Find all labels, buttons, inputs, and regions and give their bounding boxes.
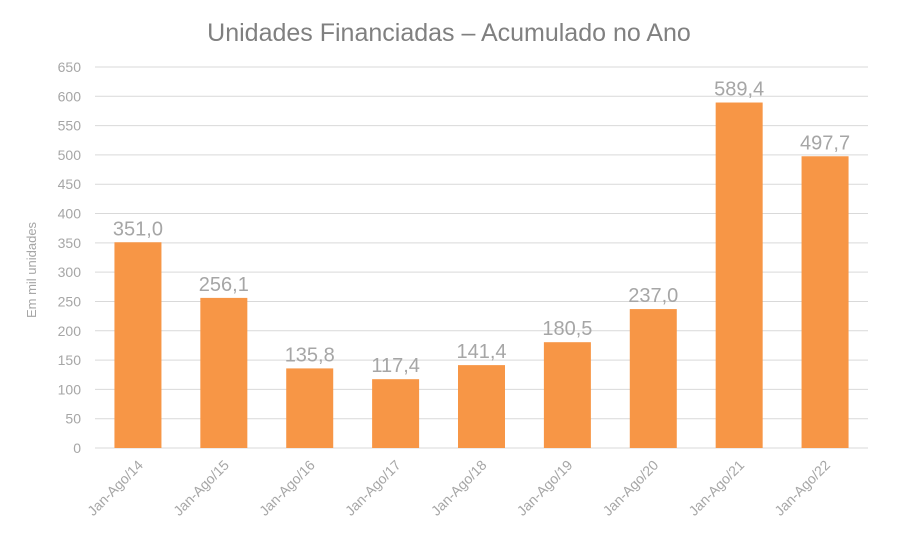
x-tick-label: Jan-Ago/17	[342, 457, 404, 519]
x-tick-label: Jan-Ago/14	[84, 457, 146, 519]
bar	[200, 297, 248, 448]
bar	[715, 102, 763, 448]
data-label: 135,8	[285, 344, 335, 366]
chart-title: Unidades Financiadas – Acumulado no Ano	[207, 19, 691, 47]
x-axis-ticks: Jan-Ago/14 Jan-Ago/15 Jan-Ago/16 Jan-Ago/17…	[84, 457, 833, 519]
data-label: 589,4	[714, 79, 764, 101]
y-tick-label: 300	[58, 264, 82, 280]
y-tick-label: 550	[58, 118, 82, 134]
y-tick-label: 0	[73, 440, 81, 456]
y-tick-label: 200	[58, 323, 82, 339]
bar	[629, 309, 677, 448]
data-label: 141,4	[456, 341, 506, 363]
bar	[543, 342, 591, 448]
x-tick-label: Jan-Ago/22	[771, 457, 833, 519]
data-label: 351,0	[113, 218, 163, 240]
data-label: 180,5	[542, 318, 592, 340]
bar	[114, 242, 162, 448]
x-tick-label: Jan-Ago/15	[170, 457, 232, 519]
y-tick-label: 450	[58, 176, 82, 192]
y-tick-label: 600	[58, 88, 82, 104]
data-label: 497,7	[800, 132, 850, 154]
y-tick-label: 500	[58, 147, 82, 163]
data-label: 256,1	[199, 274, 249, 296]
x-tick-label: Jan-Ago/21	[685, 457, 747, 519]
data-labels: 351,0 256,1 135,8 117,4 141,4 180,5 237,0 589,4…	[113, 79, 850, 378]
x-tick-label: Jan-Ago/16	[256, 457, 318, 519]
bar	[286, 368, 334, 448]
bar	[801, 156, 849, 448]
x-tick-label: Jan-Ago/19	[514, 457, 576, 519]
y-tick-label: 50	[65, 411, 81, 427]
y-tick-label: 400	[58, 206, 82, 222]
data-label: 117,4	[371, 355, 420, 377]
x-tick-label: Jan-Ago/20	[599, 457, 661, 519]
y-tick-label: 650	[58, 59, 82, 75]
bar	[458, 365, 505, 448]
y-axis-title: Em mil unidades	[24, 221, 39, 318]
y-tick-label: 350	[58, 235, 82, 251]
data-label: 237,0	[628, 285, 678, 307]
y-tick-label: 100	[58, 381, 82, 397]
y-axis-ticks: 0 50 100 150 200 250 300 350 400 450 500 550 600 650	[58, 59, 82, 456]
y-tick-label: 150	[58, 352, 82, 368]
x-tick-label: Jan-Ago/18	[428, 457, 490, 519]
y-tick-label: 250	[58, 293, 82, 309]
bar	[372, 379, 420, 448]
bars	[114, 102, 849, 448]
